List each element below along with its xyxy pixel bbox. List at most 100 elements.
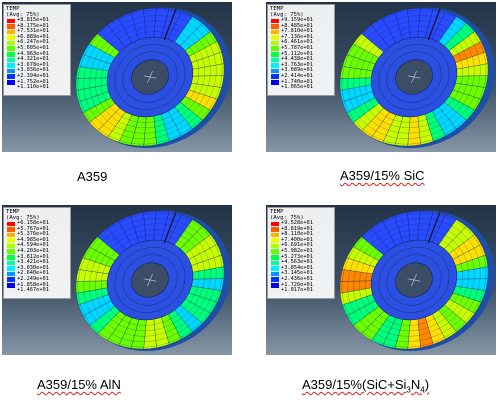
- legend-value: +3.145e+01: [281, 270, 313, 277]
- legend-color-swatch: [7, 52, 15, 57]
- legend-entry: +3.030e+01: [6, 265, 68, 272]
- legend-color-swatch: [271, 63, 279, 68]
- legend-value: +4.203e+01: [17, 247, 49, 254]
- legend-entry: +1.065e+01: [270, 84, 332, 91]
- legend-subtitle: (Avg: 75%): [6, 215, 40, 221]
- legend-value: +5.982e+01: [281, 247, 313, 254]
- legend-color-swatch: [7, 57, 15, 63]
- legend-value: +8.175e+01: [17, 22, 49, 29]
- legend-entry: +8.175e+01: [6, 22, 68, 30]
- legend-color-swatch: [271, 271, 279, 277]
- legend-value: +3.421e+01: [17, 259, 49, 266]
- legend-entry: +4.438e+01: [270, 56, 332, 63]
- legend-entry: +3.036e+01: [6, 68, 68, 74]
- legend-entry: +6.158e+01: [6, 220, 68, 227]
- legend-color-swatch: [271, 238, 279, 243]
- legend-color-swatch: [271, 52, 279, 57]
- legend-entry: +7.810e+01: [270, 28, 332, 35]
- legend-value: +6.691e+01: [281, 242, 313, 249]
- legend-entry: +1.110e+01: [6, 84, 68, 91]
- legend-color-swatch: [7, 29, 15, 35]
- legend-entry: +8.110e+01: [270, 231, 332, 238]
- legend-color-swatch: [271, 249, 279, 255]
- legend-entry: +3.854e+01: [270, 265, 332, 272]
- legend-value: +7.400e+01: [281, 236, 313, 243]
- legend-color-swatch: [7, 266, 15, 271]
- legend-value: +3.812e+01: [17, 253, 49, 260]
- legend-value: +4.438e+01: [281, 56, 313, 63]
- legend-value: +8.485e+01: [281, 22, 313, 29]
- legend-entry: +4.563e+01: [270, 259, 332, 266]
- legend-color-swatch: [271, 221, 279, 227]
- legend-value: +3.089e+01: [281, 67, 313, 74]
- legend-value: +8.110e+01: [281, 231, 313, 238]
- legend-value: +4.563e+01: [281, 259, 313, 266]
- brake-disc-contour-plot: [75, 210, 231, 352]
- legend-entry: +3.089e+01: [270, 68, 332, 74]
- legend-color-swatch: [7, 18, 15, 24]
- legend-value: +3.036e+01: [17, 67, 49, 74]
- legend-entry: +2.436e+01: [270, 276, 332, 283]
- legend-color-swatch: [7, 232, 15, 238]
- legend-title: TEMP: [270, 6, 284, 12]
- legend-value: +1.858e+01: [17, 281, 49, 288]
- legend-value: +2.640e+01: [17, 270, 49, 277]
- legend-color-swatch: [7, 35, 15, 40]
- legend-color-swatch: [7, 255, 15, 260]
- legend-value: +1.065e+01: [281, 84, 313, 91]
- legend-color-swatch: [271, 18, 279, 24]
- legend-entry: +6.889e+01: [6, 33, 68, 41]
- legend-color-swatch: [271, 260, 279, 266]
- legend-value: +5.767e+01: [17, 225, 49, 232]
- legend-color-swatch: [271, 46, 279, 52]
- legend-entry: +2.249e+01: [6, 275, 68, 283]
- legend-entry: +4.203e+01: [6, 247, 68, 255]
- legend-value: +2.249e+01: [17, 275, 49, 282]
- caption-a359: A359: [77, 169, 108, 184]
- legend-entry: +9.528e+01: [270, 220, 332, 227]
- legend-value: +8.815e+01: [17, 17, 49, 23]
- legend-entry: +8.815e+01: [6, 17, 68, 24]
- legend-color-swatch: [7, 227, 15, 232]
- caption-a359-sic: A359/15% SiC: [340, 168, 425, 183]
- fea-panel-a359-sic-si3n4: TEMP (Avg: 75%) +9.528e+01 +8.819e+01 +8.110…: [266, 205, 496, 355]
- legend-entry: +1.740e+01: [270, 79, 332, 86]
- legend-value: +7.531e+01: [17, 28, 49, 35]
- legend-entry: +2.414e+01: [270, 73, 332, 80]
- legend-value: +5.787e+01: [281, 44, 313, 51]
- legend-entry: +1.752e+01: [6, 79, 68, 86]
- legend-entry: +8.485e+01: [270, 22, 332, 30]
- legend-value: +6.461e+01: [281, 39, 313, 46]
- legend-entry: +7.531e+01: [6, 28, 68, 35]
- brake-disc-contour-plot: [75, 7, 231, 149]
- temperature-legend: TEMP (Avg: 75%) +9.159e+01 +8.485e+01 +7.810…: [267, 4, 335, 96]
- legend-value: +6.158e+01: [17, 220, 49, 226]
- legend-color-swatch: [271, 277, 279, 283]
- legend-entry: +6.461e+01: [270, 40, 332, 46]
- legend-entry: +3.421e+01: [6, 259, 68, 266]
- legend-value: +6.247e+01: [17, 39, 49, 46]
- legend-color-swatch: [271, 80, 279, 85]
- legend-color-swatch: [271, 232, 279, 238]
- legend-entry: +1.017e+01: [270, 287, 332, 294]
- legend-entry: +4.963e+01: [6, 51, 68, 58]
- legend-title: TEMP: [270, 209, 284, 215]
- legend-title: TEMP: [6, 6, 20, 12]
- legend-value: +8.819e+01: [281, 225, 313, 232]
- legend-entry: +1.726e+01: [270, 281, 332, 289]
- legend-value: +5.273e+01: [281, 253, 313, 260]
- legend-value: +1.726e+01: [281, 281, 313, 288]
- legend-value: +6.889e+01: [17, 33, 49, 40]
- legend-entry: +7.136e+01: [270, 34, 332, 41]
- legend-color-swatch: [7, 63, 15, 68]
- legend-color-swatch: [271, 57, 279, 63]
- legend-value: +5.376e+01: [17, 231, 49, 238]
- legend-color-swatch: [271, 40, 279, 46]
- legend-entry: +5.376e+01: [6, 231, 68, 238]
- temperature-legend: TEMP (Avg: 75%) +8.815e+01 +8.175e+01 +7.531…: [3, 4, 71, 96]
- legend-color-swatch: [271, 68, 279, 74]
- legend-entry: +3.812e+01: [6, 253, 68, 261]
- legend-color-swatch: [7, 74, 15, 80]
- legend-entry: +2.640e+01: [6, 271, 68, 277]
- legend-color-swatch: [7, 260, 15, 266]
